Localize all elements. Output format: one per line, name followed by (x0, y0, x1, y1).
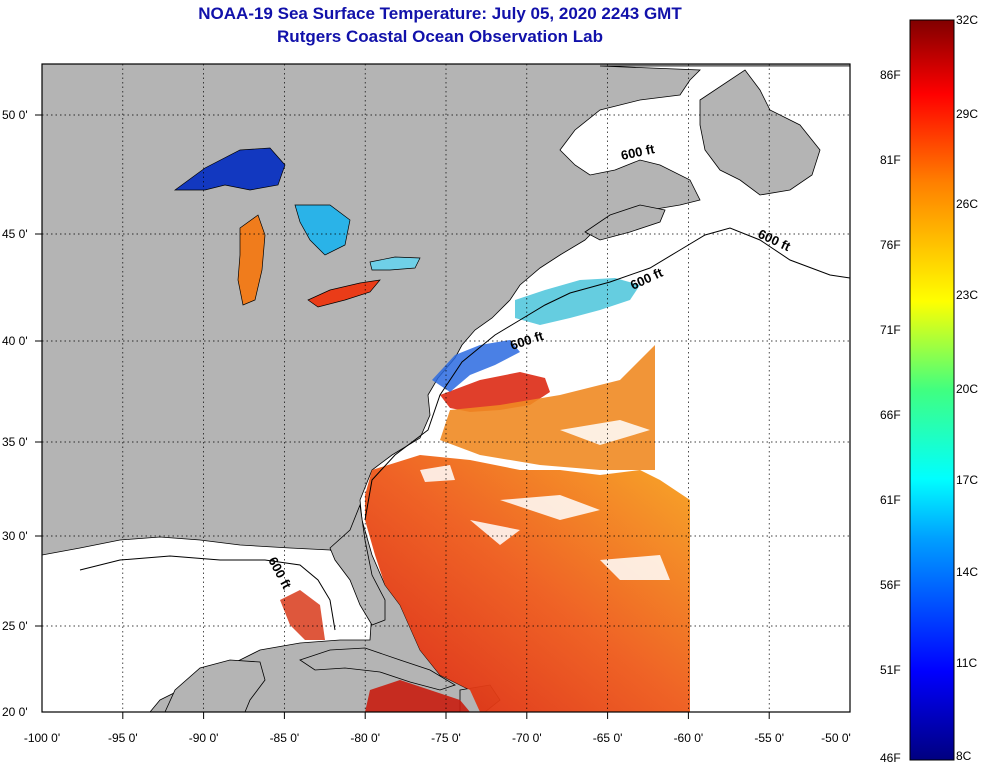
lake-superior (173, 147, 286, 191)
lat-label: 45 0' (2, 227, 28, 241)
cloud-streaks (420, 420, 670, 580)
lon-label: -60 0' (674, 731, 704, 745)
lon-label: -95 0' (108, 731, 138, 745)
lon-label: -65 0' (593, 731, 623, 745)
lat-label: 40 0' (2, 334, 28, 348)
graticule (35, 64, 850, 719)
latitude-labels: 50 0' 45 0' 40 0' 35 0' 30 0' 25 0' 20 0… (2, 108, 28, 719)
gulf-of-mexico (42, 536, 373, 712)
lon-label: -85 0' (270, 731, 300, 745)
temperature-colorbar (909, 19, 955, 761)
colorbar-c-label: 23C (956, 288, 978, 302)
colorbar-f-label: 81F (880, 153, 901, 167)
lon-label: -75 0' (431, 731, 461, 745)
sst-cold-shelf (432, 340, 520, 392)
lon-label: -55 0' (754, 731, 784, 745)
sst-gulf-patch (280, 590, 325, 640)
colorbar-f-label: 71F (880, 323, 901, 337)
lat-label: 20 0' (2, 705, 28, 719)
lake-huron (294, 204, 351, 256)
lon-label: -70 0' (512, 731, 542, 745)
lat-label: 50 0' (2, 108, 28, 122)
newfoundland (699, 69, 821, 196)
colorbar-f-label: 61F (880, 493, 901, 507)
colorbar-f-label: 76F (880, 238, 901, 252)
colorbar-f-label: 56F (880, 578, 901, 592)
map-subtitle: Rutgers Coastal Ocean Observation Lab (277, 27, 603, 46)
map-title: NOAA-19 Sea Surface Temperature: July 05… (198, 4, 682, 23)
colorbar-c-label: 26C (956, 197, 978, 211)
lake-erie (307, 279, 381, 308)
lat-label: 35 0' (2, 435, 28, 449)
cuba (299, 647, 456, 691)
lake-michigan (237, 214, 266, 306)
sst-caribbean (365, 680, 470, 712)
isobath-600ft (364, 227, 850, 521)
lon-label: -90 0' (189, 731, 219, 745)
colorbar-c-label: 32C (956, 13, 978, 27)
colorbar-f-label: 66F (880, 408, 901, 422)
colorbar-f-label: 86F (880, 68, 901, 82)
colorbar-c-label: 11C (956, 656, 977, 670)
colorbar-c-label: 14C (956, 565, 978, 579)
lat-label: 30 0' (2, 529, 28, 543)
contour-label: 600 ft (620, 141, 657, 163)
yucatan (164, 659, 266, 712)
lon-label: -100 0' (24, 731, 60, 745)
colorbar-c-label: 20C (956, 382, 978, 396)
colorbar-c-label: 8C (956, 749, 972, 763)
lon-label: -80 0' (350, 731, 380, 745)
longitude-labels: -100 0' -95 0' -90 0' -85 0' -80 0' -75 … (24, 731, 851, 745)
colorbar-fahrenheit-labels: 86F 81F 76F 71F 66F 61F 56F 51F 46F (880, 68, 901, 765)
lon-label: -50 0' (821, 731, 851, 745)
colorbar-c-label: 17C (956, 473, 978, 487)
florida (329, 503, 386, 626)
nova-scotia (584, 204, 666, 241)
lat-label: 25 0' (2, 619, 28, 633)
isobath-600ft-gulf (79, 555, 336, 631)
colorbar-f-label: 46F (880, 751, 901, 765)
lake-ontario (369, 256, 421, 271)
colorbar-f-label: 51F (880, 663, 901, 677)
sst-cool-gulf-maine (515, 278, 640, 325)
colorbar-celsius-labels: 32C 29C 26C 23C 20C 17C 14C 11C 8C (956, 13, 978, 763)
colorbar-c-label: 29C (956, 107, 978, 121)
